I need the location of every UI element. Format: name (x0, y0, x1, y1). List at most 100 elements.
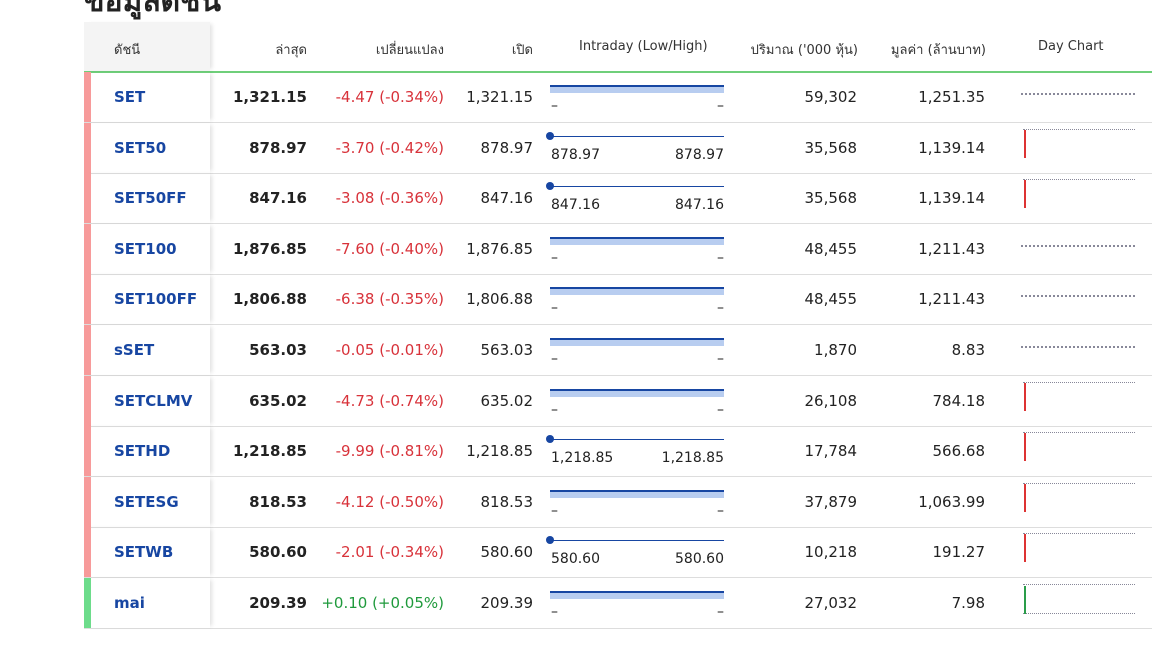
change: -3.70 (-0.42%) (335, 138, 444, 157)
column-header: มูลค่า (ล้านบาท) (890, 43, 986, 58)
volume: 1,870 (814, 341, 857, 359)
intraday-high: 580.60 (675, 551, 724, 568)
column-header: ล่าสุด (275, 43, 307, 58)
intraday-bar (550, 388, 724, 397)
table-row: SET50FF 847.16 -3.08 (-0.36%) 847.16 847.16 8… (84, 173, 1152, 225)
open-value: 563.03 (480, 341, 534, 359)
index-name[interactable]: mai (114, 594, 145, 612)
volume: 35,568 (804, 189, 858, 208)
intraday-low: 878.97 (551, 146, 600, 163)
intraday-high: – (717, 604, 724, 620)
volume: 48,455 (804, 290, 858, 309)
day-chart-dots (1023, 482, 1135, 484)
column-header: ปริมาณ ('000 หุ้น) (750, 43, 858, 58)
table-header: ดัชนี ล่าสุด เปลี่ยนแปลง เปิด Intraday (Low/… (84, 22, 1152, 73)
open-value: 635.02 (480, 391, 534, 410)
index-name[interactable]: SETCLMV (114, 391, 193, 410)
status-strip (84, 274, 91, 325)
open-value: 1,218.85 (466, 442, 533, 461)
last-value: 1,218.85 (232, 442, 307, 461)
status-strip (84, 375, 91, 426)
last-value: 1,806.88 (232, 290, 307, 309)
intraday-low: 580.60 (551, 551, 600, 568)
intraday-dot (546, 131, 554, 140)
last-value: 1,321.15 (232, 88, 307, 106)
sticky-shade (84, 22, 210, 71)
intraday-low: – (551, 300, 558, 317)
column-header: เปลี่ยนแปลง (375, 43, 444, 58)
index-name[interactable]: SET (114, 88, 146, 106)
value: 1,139.14 (918, 138, 985, 157)
intraday-low: – (551, 98, 558, 114)
open-value: 1,876.85 (466, 239, 533, 258)
intraday-line (550, 135, 724, 137)
value: 1,211.43 (918, 290, 985, 309)
day-chart-bar (1024, 586, 1026, 614)
intraday-low: – (551, 604, 558, 620)
row-shade (84, 72, 210, 122)
day-chart-bar (1024, 483, 1026, 512)
index-name[interactable]: SET50FF (114, 189, 187, 208)
last-value: 1,876.85 (232, 239, 307, 258)
change: +0.10 (+0.05%) (321, 594, 444, 612)
day-chart-dots (1021, 244, 1135, 247)
intraday-high: – (717, 98, 724, 114)
intraday-bar (550, 338, 724, 346)
index-name[interactable]: sSET (114, 341, 155, 359)
status-strip (84, 578, 91, 628)
intraday-high: – (717, 502, 724, 519)
page-title: ข้อมูลดัชนี (84, 0, 222, 19)
intraday-line (550, 540, 724, 542)
table-row: sSET 563.03 -0.05 (-0.01%) 563.03 – – 1,870 8.8… (84, 325, 1152, 376)
day-chart-bar (1024, 382, 1026, 411)
intraday-high: 847.16 (675, 197, 724, 214)
index-name[interactable]: SETWB (114, 543, 174, 562)
day-chart-dots (1023, 381, 1135, 383)
day-chart-dots (1023, 128, 1135, 130)
last-value: 635.02 (249, 391, 307, 410)
value: 566.68 (932, 442, 986, 461)
last-value: 878.97 (249, 138, 307, 157)
day-chart-dots (1021, 93, 1135, 95)
day-chart-bar (1024, 534, 1026, 563)
intraday-high: 1,218.85 (661, 450, 724, 467)
intraday-bar (550, 236, 724, 245)
status-strip (84, 173, 91, 224)
change: -9.99 (-0.81%) (335, 442, 444, 461)
intraday-bar (550, 85, 724, 93)
change: -0.05 (-0.01%) (335, 341, 444, 359)
table-row: SET 1,321.15 -4.47 (-0.34%) 1,321.15 – – 59,30… (84, 72, 1152, 123)
volume: 37,879 (804, 492, 858, 511)
value: 1,251.35 (918, 88, 985, 106)
table-row: SET100 1,876.85 -7.60 (-0.40%) 1,876.85 – – 48… (84, 223, 1152, 275)
intraday-bar (550, 591, 724, 599)
volume: 26,108 (804, 391, 858, 410)
intraday-dot (546, 182, 554, 191)
index-name[interactable]: SET50 (114, 138, 167, 157)
open-value: 878.97 (480, 138, 534, 157)
table-row: SETESG 818.53 -4.12 (-0.50%) 818.53– –37,879… (84, 476, 1152, 528)
volume: 48,455 (804, 239, 858, 258)
open-value: 580.60 (480, 543, 534, 562)
status-strip (84, 527, 91, 578)
index-name[interactable]: SET100 (114, 239, 177, 258)
open-value: 818.53 (480, 492, 534, 511)
table-row: mai 209.39 +0.10 (+0.05%) 209.39 – – 27,032 7.9… (84, 578, 1152, 629)
intraday-high: – (717, 249, 724, 266)
day-chart-bar (1024, 180, 1026, 209)
day-chart-dots (1023, 533, 1135, 535)
status-strip (84, 223, 91, 274)
value: 1,063.99 (918, 492, 985, 511)
change: -6.38 (-0.35%) (335, 290, 444, 309)
table-row: SET100FF 1,806.88 -6.38 (-0.35%) 1,806.88 – –… (84, 274, 1152, 326)
index-name[interactable]: SETESG (114, 492, 179, 511)
index-name[interactable]: SET100FF (114, 290, 198, 309)
table-row: SETCLMV 635.02 -4.73 (-0.74%) 635.02– –26,10… (84, 375, 1152, 427)
volume: 10,218 (804, 543, 858, 562)
intraday-low: 847.16 (551, 197, 600, 214)
intraday-low: – (551, 351, 558, 367)
volume: 35,568 (804, 138, 858, 157)
open-value: 1,806.88 (466, 290, 533, 309)
index-name[interactable]: SETHD (114, 442, 171, 461)
